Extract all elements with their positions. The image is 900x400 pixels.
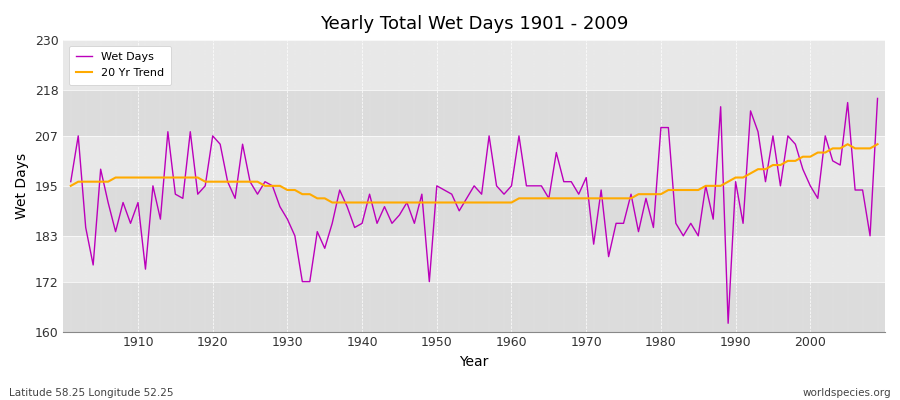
Wet Days <box>596 188 607 192</box>
20 Yr Trend <box>327 200 338 205</box>
20 Yr Trend <box>342 200 353 205</box>
Bar <box>63 282 885 332</box>
20 Yr Trend <box>514 196 525 201</box>
X-axis label: Year: Year <box>460 355 489 369</box>
Wet Days <box>290 234 301 238</box>
Bar <box>63 40 885 90</box>
Bar <box>63 236 885 282</box>
Wet Days <box>66 179 77 184</box>
20 Yr Trend <box>603 196 614 201</box>
Y-axis label: Wet Days: Wet Days <box>15 153 29 219</box>
Wet Days <box>723 321 734 326</box>
20 Yr Trend <box>872 142 883 147</box>
20 Yr Trend <box>66 184 77 188</box>
Bar <box>63 186 885 236</box>
20 Yr Trend <box>842 142 853 147</box>
20 Yr Trend <box>125 175 136 180</box>
Bar <box>63 90 885 136</box>
Text: Latitude 58.25 Longitude 52.25: Latitude 58.25 Longitude 52.25 <box>9 388 174 398</box>
20 Yr Trend <box>506 200 517 205</box>
Wet Days <box>334 188 345 192</box>
Wet Days <box>872 96 883 101</box>
Line: Wet Days: Wet Days <box>71 98 878 323</box>
Line: 20 Yr Trend: 20 Yr Trend <box>71 144 878 202</box>
Text: worldspecies.org: worldspecies.org <box>803 388 891 398</box>
20 Yr Trend <box>290 188 301 192</box>
Legend: Wet Days, 20 Yr Trend: Wet Days, 20 Yr Trend <box>68 46 171 85</box>
Wet Days <box>499 192 509 196</box>
Bar <box>63 136 885 186</box>
Title: Yearly Total Wet Days 1901 - 2009: Yearly Total Wet Days 1901 - 2009 <box>320 15 628 33</box>
Wet Days <box>506 184 517 188</box>
Wet Days <box>125 221 136 226</box>
